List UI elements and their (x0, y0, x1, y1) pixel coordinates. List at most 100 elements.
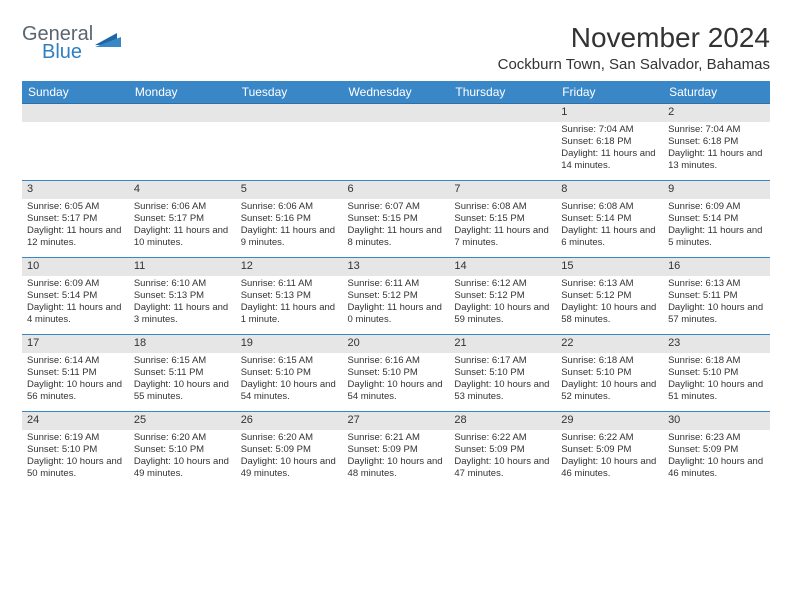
sunset-text: Sunset: 5:10 PM (454, 367, 551, 379)
daylight-text: Daylight: 11 hours and 3 minutes. (134, 302, 231, 326)
day-detail (343, 122, 450, 180)
daylight-text: Daylight: 10 hours and 53 minutes. (454, 379, 551, 403)
sunset-text: Sunset: 5:12 PM (348, 290, 445, 302)
day-number: 6 (343, 181, 450, 199)
daylight-text: Daylight: 10 hours and 46 minutes. (561, 456, 658, 480)
day-detail: Sunrise: 6:17 AMSunset: 5:10 PMDaylight:… (449, 353, 556, 411)
day-number: 27 (343, 412, 450, 430)
day-number: 12 (236, 258, 343, 276)
sunrise-text: Sunrise: 6:19 AM (27, 432, 124, 444)
sunrise-text: Sunrise: 7:04 AM (668, 124, 765, 136)
day-detail (449, 122, 556, 180)
sunrise-text: Sunrise: 6:14 AM (27, 355, 124, 367)
day-detail (129, 122, 236, 180)
sunset-text: Sunset: 5:10 PM (134, 444, 231, 456)
day-detail: Sunrise: 6:06 AMSunset: 5:16 PMDaylight:… (236, 199, 343, 257)
day-detail: Sunrise: 6:20 AMSunset: 5:09 PMDaylight:… (236, 430, 343, 488)
daylight-text: Daylight: 11 hours and 10 minutes. (134, 225, 231, 249)
day-detail: Sunrise: 6:22 AMSunset: 5:09 PMDaylight:… (556, 430, 663, 488)
title-block: November 2024 Cockburn Town, San Salvado… (498, 18, 770, 81)
day-cell: 5Sunrise: 6:06 AMSunset: 5:16 PMDaylight… (236, 181, 343, 258)
day-cell: 12 Sunrise: 6:11 AMSunset: 5:13 PMDayligh… (236, 258, 343, 335)
day-detail: Sunrise: 6:16 AMSunset: 5:10 PMDaylight:… (343, 353, 450, 411)
day-cell: 17Sunrise: 6:14 AMSunset: 5:11 PMDayligh… (22, 335, 129, 412)
sunset-text: Sunset: 5:14 PM (27, 290, 124, 302)
sunset-text: Sunset: 5:13 PM (241, 290, 338, 302)
calendar-week-row: 1Sunrise: 7:04 AMSunset: 6:18 PMDaylight… (22, 104, 770, 181)
day-number: 10 (22, 258, 129, 276)
day-detail (22, 122, 129, 180)
dow-friday: Friday (556, 81, 663, 104)
day-cell: 13Sunrise: 6:11 AMSunset: 5:12 PMDayligh… (343, 258, 450, 335)
daylight-text: Daylight: 11 hours and 1 minute. (241, 302, 338, 326)
logo-flag-icon (95, 31, 125, 58)
sunset-text: Sunset: 6:18 PM (561, 136, 658, 148)
sunset-text: Sunset: 5:10 PM (348, 367, 445, 379)
day-cell (22, 104, 129, 181)
sunset-text: Sunset: 5:09 PM (668, 444, 765, 456)
sunset-text: Sunset: 5:10 PM (668, 367, 765, 379)
daylight-text: Daylight: 10 hours and 55 minutes. (134, 379, 231, 403)
sunrise-text: Sunrise: 7:04 AM (561, 124, 658, 136)
day-number (129, 104, 236, 122)
day-cell (449, 104, 556, 181)
sunrise-text: Sunrise: 6:20 AM (241, 432, 338, 444)
daylight-text: Daylight: 10 hours and 56 minutes. (27, 379, 124, 403)
day-cell: 27Sunrise: 6:21 AMSunset: 5:09 PMDayligh… (343, 412, 450, 489)
day-cell: 16Sunrise: 6:13 AMSunset: 5:11 PMDayligh… (663, 258, 770, 335)
day-detail: Sunrise: 7:04 AMSunset: 6:18 PMDaylight:… (663, 122, 770, 180)
sunrise-text: Sunrise: 6:06 AM (134, 201, 231, 213)
day-number: 8 (556, 181, 663, 199)
sunrise-text: Sunrise: 6:20 AM (134, 432, 231, 444)
day-detail: Sunrise: 6:18 AMSunset: 5:10 PMDaylight:… (663, 353, 770, 411)
calendar-table: Sunday Monday Tuesday Wednesday Thursday… (22, 81, 770, 488)
sunset-text: Sunset: 5:15 PM (454, 213, 551, 225)
sunrise-text: Sunrise: 6:15 AM (241, 355, 338, 367)
sunset-text: Sunset: 5:16 PM (241, 213, 338, 225)
day-detail: Sunrise: 6:11 AMSunset: 5:12 PMDaylight:… (343, 276, 450, 334)
sunset-text: Sunset: 5:17 PM (27, 213, 124, 225)
sunrise-text: Sunrise: 6:21 AM (348, 432, 445, 444)
day-number: 16 (663, 258, 770, 276)
sunset-text: Sunset: 5:09 PM (454, 444, 551, 456)
day-cell: 28Sunrise: 6:22 AMSunset: 5:09 PMDayligh… (449, 412, 556, 489)
day-cell: 2Sunrise: 7:04 AMSunset: 6:18 PMDaylight… (663, 104, 770, 181)
logo: General Blue (22, 24, 125, 62)
day-cell: 10Sunrise: 6:09 AMSunset: 5:14 PMDayligh… (22, 258, 129, 335)
day-detail: Sunrise: 6:21 AMSunset: 5:09 PMDaylight:… (343, 430, 450, 488)
day-number: 23 (663, 335, 770, 353)
sunrise-text: Sunrise: 6:11 AM (348, 278, 445, 290)
day-cell: 25Sunrise: 6:20 AMSunset: 5:10 PMDayligh… (129, 412, 236, 489)
calendar-week-row: 24Sunrise: 6:19 AMSunset: 5:10 PMDayligh… (22, 412, 770, 489)
sunrise-text: Sunrise: 6:11 AM (241, 278, 338, 290)
day-detail: Sunrise: 6:13 AMSunset: 5:11 PMDaylight:… (663, 276, 770, 334)
day-detail: Sunrise: 6:08 AMSunset: 5:14 PMDaylight:… (556, 199, 663, 257)
sunset-text: Sunset: 5:09 PM (241, 444, 338, 456)
daylight-text: Daylight: 11 hours and 6 minutes. (561, 225, 658, 249)
day-number: 24 (22, 412, 129, 430)
day-detail: Sunrise: 6:22 AMSunset: 5:09 PMDaylight:… (449, 430, 556, 488)
day-cell: 19Sunrise: 6:15 AMSunset: 5:10 PMDayligh… (236, 335, 343, 412)
sunrise-text: Sunrise: 6:05 AM (27, 201, 124, 213)
sunrise-text: Sunrise: 6:18 AM (561, 355, 658, 367)
dow-thursday: Thursday (449, 81, 556, 104)
day-number (22, 104, 129, 122)
day-number: 29 (556, 412, 663, 430)
daylight-text: Daylight: 10 hours and 58 minutes. (561, 302, 658, 326)
sunrise-text: Sunrise: 6:08 AM (454, 201, 551, 213)
calendar-body: 1Sunrise: 7:04 AMSunset: 6:18 PMDaylight… (22, 104, 770, 489)
day-number: 11 (129, 258, 236, 276)
daylight-text: Daylight: 11 hours and 14 minutes. (561, 148, 658, 172)
day-cell: 21Sunrise: 6:17 AMSunset: 5:10 PMDayligh… (449, 335, 556, 412)
day-detail: Sunrise: 6:19 AMSunset: 5:10 PMDaylight:… (22, 430, 129, 488)
day-cell: 11Sunrise: 6:10 AMSunset: 5:13 PMDayligh… (129, 258, 236, 335)
sunset-text: Sunset: 5:13 PM (134, 290, 231, 302)
calendar-week-row: 17Sunrise: 6:14 AMSunset: 5:11 PMDayligh… (22, 335, 770, 412)
daylight-text: Daylight: 10 hours and 47 minutes. (454, 456, 551, 480)
daylight-text: Daylight: 11 hours and 9 minutes. (241, 225, 338, 249)
sunrise-text: Sunrise: 6:16 AM (348, 355, 445, 367)
daylight-text: Daylight: 10 hours and 54 minutes. (241, 379, 338, 403)
day-detail: Sunrise: 6:13 AMSunset: 5:12 PMDaylight:… (556, 276, 663, 334)
dow-tuesday: Tuesday (236, 81, 343, 104)
sunrise-text: Sunrise: 6:08 AM (561, 201, 658, 213)
